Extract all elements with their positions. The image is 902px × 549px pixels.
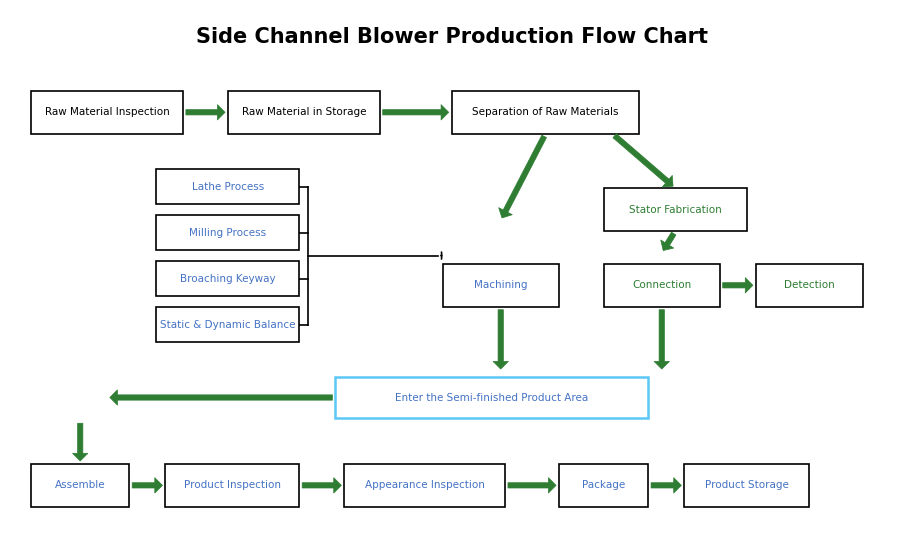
FancyBboxPatch shape	[156, 307, 299, 342]
FancyBboxPatch shape	[603, 188, 746, 231]
FancyBboxPatch shape	[344, 464, 504, 507]
Text: Lathe Process: Lathe Process	[191, 182, 263, 192]
Text: Appearance Inspection: Appearance Inspection	[364, 480, 484, 490]
Text: Raw Material Inspection: Raw Material Inspection	[44, 107, 170, 117]
FancyBboxPatch shape	[31, 464, 129, 507]
Text: Enter the Semi-finished Product Area: Enter the Semi-finished Product Area	[395, 393, 588, 402]
Text: Separation of Raw Materials: Separation of Raw Materials	[472, 107, 618, 117]
FancyBboxPatch shape	[156, 169, 299, 204]
FancyBboxPatch shape	[156, 261, 299, 296]
FancyBboxPatch shape	[755, 264, 862, 307]
FancyBboxPatch shape	[335, 377, 648, 418]
FancyBboxPatch shape	[165, 464, 299, 507]
FancyBboxPatch shape	[31, 91, 183, 134]
Text: Detection: Detection	[783, 281, 833, 290]
FancyBboxPatch shape	[558, 464, 648, 507]
Text: Broaching Keyway: Broaching Keyway	[179, 273, 275, 283]
FancyBboxPatch shape	[684, 464, 808, 507]
FancyBboxPatch shape	[442, 264, 558, 307]
Text: Assemble: Assemble	[55, 480, 106, 490]
Text: Product Storage: Product Storage	[704, 480, 787, 490]
Text: Product Inspection: Product Inspection	[184, 480, 281, 490]
Text: Static & Dynamic Balance: Static & Dynamic Balance	[160, 320, 295, 329]
Text: Machining: Machining	[474, 281, 527, 290]
FancyBboxPatch shape	[603, 264, 719, 307]
FancyBboxPatch shape	[451, 91, 639, 134]
Text: Side Channel Blower Production Flow Chart: Side Channel Blower Production Flow Char…	[196, 26, 706, 47]
Text: Connection: Connection	[631, 281, 691, 290]
Text: Milling Process: Milling Process	[189, 228, 266, 238]
Text: Package: Package	[581, 480, 624, 490]
FancyBboxPatch shape	[227, 91, 380, 134]
Text: Stator Fabrication: Stator Fabrication	[628, 205, 721, 215]
FancyBboxPatch shape	[156, 215, 299, 250]
Text: Raw Material in Storage: Raw Material in Storage	[242, 107, 365, 117]
